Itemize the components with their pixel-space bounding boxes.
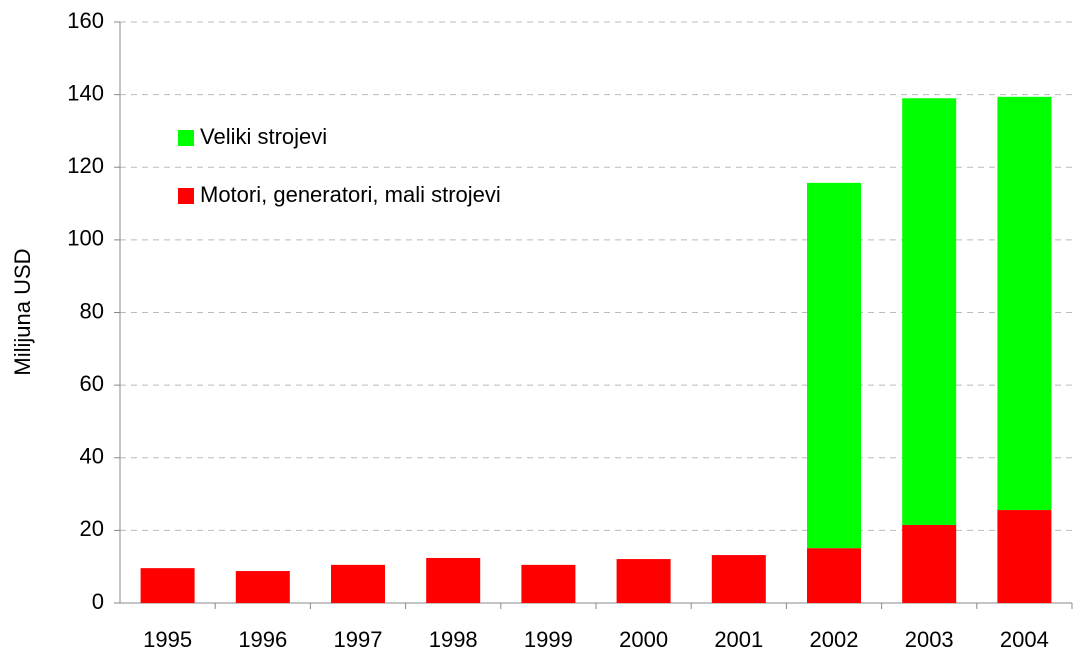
bar-segment [902,524,957,603]
x-tick-label: 1998 [429,627,478,652]
bar-segment [997,510,1052,603]
legend-swatch [178,130,194,146]
bar-segment [807,548,861,603]
bar-segment [426,557,481,603]
y-tick-label: 80 [80,298,104,323]
x-tick-label: 1997 [334,627,383,652]
x-tick-label: 1999 [524,627,573,652]
bar-segment [235,571,290,603]
x-tick-label: 2001 [714,627,763,652]
legend-label: Motori, generatori, mali strojevi [200,182,501,207]
bar-segment [140,568,195,603]
y-tick-label: 40 [80,444,104,469]
y-tick-label: 160 [67,8,104,33]
bar-segment [616,559,671,603]
x-tick-label: 2002 [810,627,859,652]
legend-label: Veliki strojevi [200,124,327,149]
bar-segment [807,182,861,549]
x-tick-label: 1996 [238,627,287,652]
y-tick-label: 100 [67,226,104,251]
bar-segment [331,564,385,603]
x-tick-label: 2004 [1000,627,1049,652]
bar-segment [902,98,957,525]
x-tick-label: 2000 [619,627,668,652]
y-tick-label: 60 [80,371,104,396]
legend-swatch [178,188,194,204]
bar-segment [997,96,1052,511]
bar-segment [521,564,576,603]
x-tick-label: 2003 [905,627,954,652]
y-axis-label: Milijuna USD [10,248,35,375]
y-tick-label: 20 [80,516,104,541]
x-tick-label: 1995 [143,627,192,652]
y-tick-label: 0 [92,589,104,614]
bar-segment [711,555,766,603]
y-tick-label: 120 [67,153,104,178]
y-tick-label: 140 [67,80,104,105]
